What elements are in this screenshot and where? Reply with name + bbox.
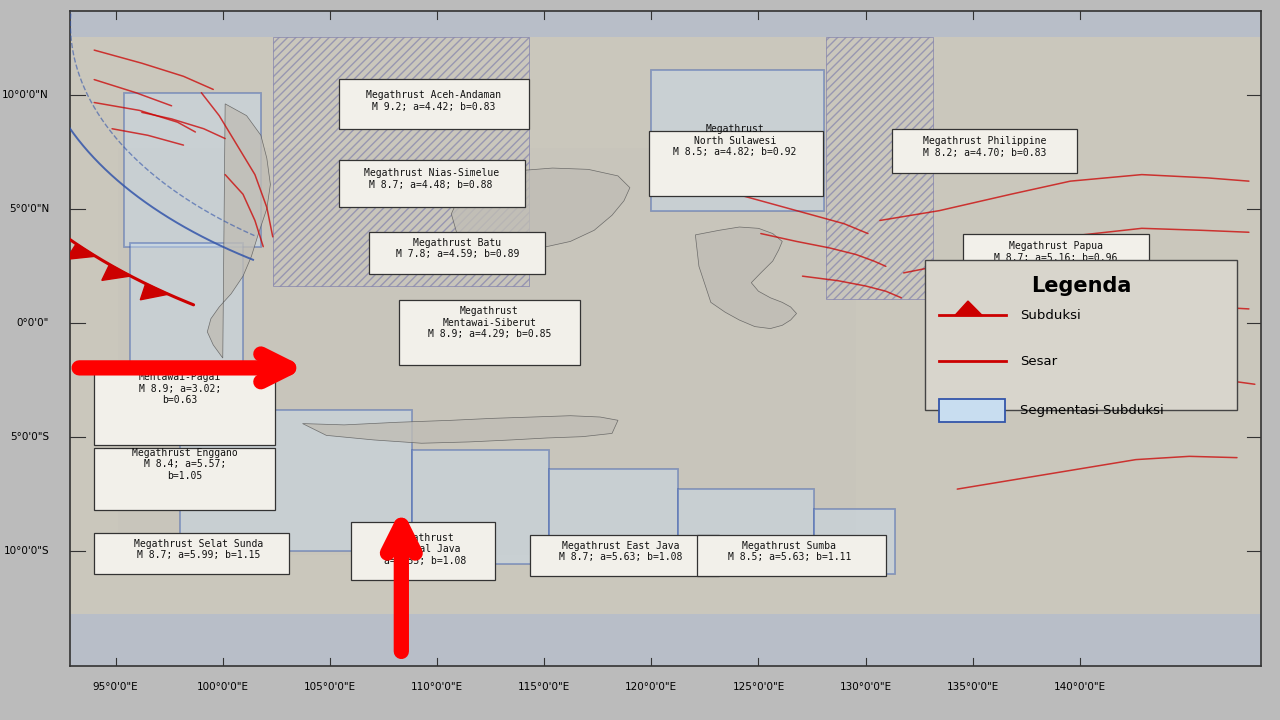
Polygon shape	[5, 198, 35, 213]
Bar	[940, 399, 1005, 422]
Text: 95°0'0"E: 95°0'0"E	[93, 683, 138, 693]
Text: Megathrust Enggano
M 8.4; a=5.57;
b=1.05: Megathrust Enggano M 8.4; a=5.57; b=1.05	[132, 448, 238, 481]
Text: Megathrust Selat Sunda
M 8.7; a=5.99; b=1.15: Megathrust Selat Sunda M 8.7; a=5.99; b=…	[134, 539, 264, 560]
Text: 5°0'0"S: 5°0'0"S	[10, 432, 49, 441]
Text: 110°0'0"E: 110°0'0"E	[411, 683, 463, 693]
Text: Megathrust
Central Java
a=5.55; b=1.08: Megathrust Central Java a=5.55; b=1.08	[384, 533, 466, 566]
Text: 115°0'0"E: 115°0'0"E	[518, 683, 571, 693]
Bar	[131, 243, 243, 417]
FancyBboxPatch shape	[351, 522, 495, 580]
Text: Segmentasi Subduksi: Segmentasi Subduksi	[1020, 404, 1164, 417]
Text: 10°0'0"N: 10°0'0"N	[3, 90, 49, 99]
Text: 135°0'0"E: 135°0'0"E	[947, 683, 998, 693]
Text: Megathrust Sumba
M 8.5; a=5.63; b=1.11: Megathrust Sumba M 8.5; a=5.63; b=1.11	[728, 541, 851, 562]
Bar	[814, 509, 895, 575]
FancyBboxPatch shape	[95, 366, 275, 444]
FancyBboxPatch shape	[339, 79, 529, 129]
FancyBboxPatch shape	[696, 535, 886, 575]
Text: 120°0'0"E: 120°0'0"E	[625, 683, 677, 693]
Text: Megathrust
Mentawai-Siberut
M 8.9; a=4.29; b=0.85: Megathrust Mentawai-Siberut M 8.9; a=4.2…	[428, 306, 552, 339]
Text: Megathrust
Mentawai-Pagai
M 8.9; a=3.02;
b=0.63: Megathrust Mentawai-Pagai M 8.9; a=3.02;…	[138, 361, 221, 405]
Polygon shape	[33, 222, 64, 237]
Text: Megathrust Aceh-Andaman
M 9.2; a=4.42; b=0.83: Megathrust Aceh-Andaman M 9.2; a=4.42; b…	[366, 91, 500, 112]
Text: Legenda: Legenda	[1030, 276, 1132, 296]
Text: 130°0'0"E: 130°0'0"E	[840, 683, 892, 693]
Polygon shape	[102, 264, 131, 280]
Text: Sesar: Sesar	[1020, 355, 1057, 368]
Polygon shape	[67, 243, 96, 259]
Text: 10°0'0"S: 10°0'0"S	[4, 546, 49, 556]
FancyBboxPatch shape	[649, 131, 823, 196]
FancyBboxPatch shape	[892, 130, 1078, 173]
Text: Megathrust
North Sulawesi
M 8.5; a=4.82; b=0.92: Megathrust North Sulawesi M 8.5; a=4.82;…	[673, 124, 796, 157]
Text: 5°0'0"N: 5°0'0"N	[9, 204, 49, 214]
FancyBboxPatch shape	[95, 533, 289, 574]
FancyBboxPatch shape	[95, 449, 275, 510]
Bar	[273, 37, 529, 286]
Bar	[70, 37, 1261, 613]
Polygon shape	[302, 415, 618, 444]
Text: 0°0'0": 0°0'0"	[17, 318, 49, 328]
Text: Megathrust Philippine
M 8.2; a=4.70; b=0.83: Megathrust Philippine M 8.2; a=4.70; b=0…	[923, 136, 1046, 158]
Bar	[118, 148, 856, 554]
Text: Megathrust Papua
M 8.7; a=5.16; b=0.96: Megathrust Papua M 8.7; a=5.16; b=0.96	[995, 241, 1117, 263]
Text: 105°0'0"E: 105°0'0"E	[303, 683, 356, 693]
Bar	[124, 93, 261, 247]
Text: Megathrust East Java
M 8.7; a=5.63; b=1.08: Megathrust East Java M 8.7; a=5.63; b=1.…	[558, 541, 682, 562]
Polygon shape	[141, 284, 169, 300]
Bar	[652, 70, 824, 211]
Text: Megathrust Batu
M 7.8; a=4.59; b=0.89: Megathrust Batu M 7.8; a=4.59; b=0.89	[396, 238, 518, 259]
Polygon shape	[695, 227, 796, 328]
Bar	[925, 260, 1236, 410]
Text: Subduksi: Subduksi	[1020, 309, 1082, 322]
FancyBboxPatch shape	[964, 234, 1149, 277]
FancyBboxPatch shape	[369, 233, 545, 274]
Text: 125°0'0"E: 125°0'0"E	[732, 683, 785, 693]
Bar	[412, 450, 549, 564]
FancyBboxPatch shape	[339, 160, 525, 207]
FancyBboxPatch shape	[530, 535, 719, 575]
Bar	[677, 489, 814, 564]
Polygon shape	[207, 104, 270, 358]
Text: 140°0'0"E: 140°0'0"E	[1053, 683, 1106, 693]
Bar	[549, 469, 677, 564]
Polygon shape	[955, 301, 982, 315]
Polygon shape	[452, 168, 630, 250]
Polygon shape	[0, 174, 9, 189]
Text: 100°0'0"E: 100°0'0"E	[197, 683, 248, 693]
Bar	[827, 37, 933, 299]
FancyBboxPatch shape	[399, 300, 580, 364]
Bar	[180, 410, 412, 552]
Text: Megathrust Nias-Simelue
M 8.7; a=4.48; b=0.88: Megathrust Nias-Simelue M 8.7; a=4.48; b…	[364, 168, 499, 190]
